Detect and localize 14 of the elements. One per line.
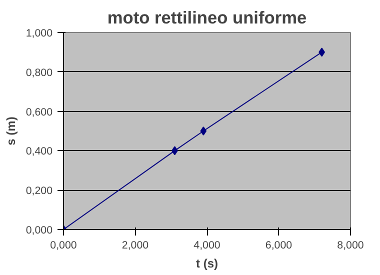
y-axis-title: s (m) xyxy=(4,116,18,146)
y-tick-label: 0,800 xyxy=(26,66,53,79)
y-tick-label: 1,000 xyxy=(26,28,53,40)
x-tick-label: 4,000 xyxy=(194,240,220,252)
x-tick-label: 6,000 xyxy=(265,240,292,252)
y-tick-label: 0,000 xyxy=(26,224,53,236)
chart-title: moto rettilineo uniforme xyxy=(107,8,307,28)
x-axis-title: t (s) xyxy=(196,256,218,270)
x-tick-label: 0,000 xyxy=(50,240,77,252)
x-tick-label: 8,000 xyxy=(337,240,364,252)
x-tick-label: 2,000 xyxy=(122,240,149,252)
y-tick-label: 0,400 xyxy=(26,146,53,158)
y-tick-label: 0,600 xyxy=(26,106,53,118)
y-tick-label: 0,200 xyxy=(26,185,53,198)
